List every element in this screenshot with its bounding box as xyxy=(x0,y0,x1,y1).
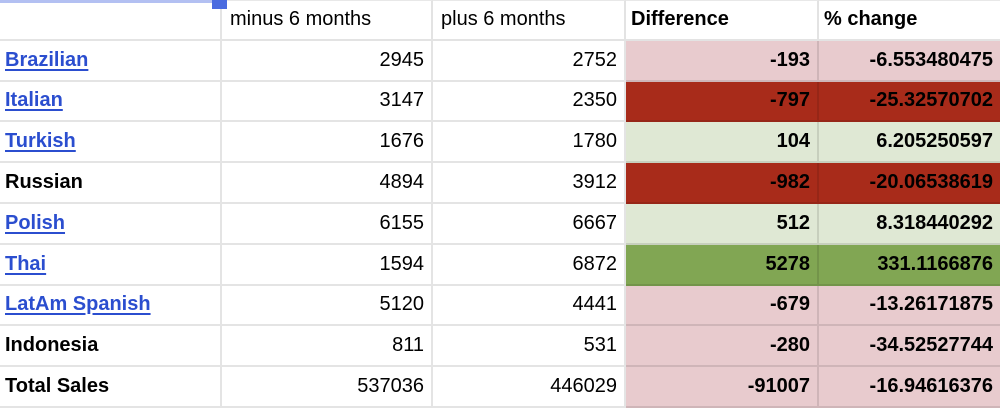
row-label-link[interactable]: Polish xyxy=(5,211,66,234)
col-header-minus-6-months[interactable]: minus 6 months xyxy=(222,0,433,41)
row-label-text: Russian xyxy=(5,171,83,194)
plus6-cell[interactable]: 3912 xyxy=(433,163,626,204)
difference-cell[interactable]: -280 xyxy=(626,326,819,368)
row-label-text: Total Sales xyxy=(5,375,110,398)
pct-change-cell[interactable]: -20.06538619 xyxy=(819,163,1000,204)
pct-change-cell[interactable]: 8.318440292 xyxy=(819,203,1000,245)
table-row: Indonesia 811 531 -280 -34.52527744 xyxy=(0,326,1000,368)
plus6-cell[interactable]: 4441 xyxy=(433,285,626,327)
table-row: LatAm Spanish 5120 4441 -679 -13.2617187… xyxy=(0,285,1000,327)
pct-change-cell[interactable]: 331.1166876 xyxy=(819,244,1000,286)
difference-cell[interactable]: -679 xyxy=(626,285,819,327)
minus6-cell[interactable]: 6155 xyxy=(222,203,433,245)
plus6-cell[interactable]: 6667 xyxy=(433,203,626,245)
col-header-difference[interactable]: Difference xyxy=(626,0,819,41)
row-label-cell[interactable]: Indonesia xyxy=(0,326,222,368)
minus6-cell[interactable]: 5120 xyxy=(222,285,433,327)
row-label-link[interactable]: Thai xyxy=(5,252,47,275)
row-label-cell[interactable]: LatAm Spanish xyxy=(0,285,222,327)
pct-change-cell[interactable]: 6.205250597 xyxy=(819,122,1000,164)
table-row: Turkish 1676 1780 104 6.205250597 xyxy=(0,122,1000,164)
plus6-cell[interactable]: 531 xyxy=(433,326,626,368)
plus6-cell[interactable]: 2752 xyxy=(433,40,626,82)
table-row: Italian 3147 2350 -797 -25.32570702 xyxy=(0,81,1000,123)
row-label-text: Indonesia xyxy=(5,334,99,357)
minus6-cell[interactable]: 811 xyxy=(222,326,433,368)
difference-cell[interactable]: -797 xyxy=(626,81,819,123)
row-label-link[interactable]: Italian xyxy=(5,89,63,112)
pct-change-cell[interactable]: -6.553480475 xyxy=(819,40,1000,82)
plus6-cell[interactable]: 446029 xyxy=(433,367,626,408)
table-row: Russian 4894 3912 -982 -20.06538619 xyxy=(0,163,1000,204)
minus6-cell[interactable]: 4894 xyxy=(222,163,433,204)
difference-cell[interactable]: 5278 xyxy=(626,244,819,286)
row-label-link[interactable]: Turkish xyxy=(5,130,76,153)
row-label-link[interactable]: Brazilian xyxy=(5,48,89,71)
minus6-cell[interactable]: 2945 xyxy=(222,40,433,82)
corner-header-cell[interactable] xyxy=(0,0,222,41)
difference-cell[interactable]: 104 xyxy=(626,122,819,164)
row-label-cell[interactable]: Italian xyxy=(0,81,222,123)
row-label-cell[interactable]: Total Sales xyxy=(0,367,222,408)
header-row: minus 6 months plus 6 months Difference … xyxy=(0,0,1000,41)
pct-change-cell[interactable]: -13.26171875 xyxy=(819,285,1000,327)
row-label-cell[interactable]: Brazilian xyxy=(0,40,222,82)
row-label-cell[interactable]: Thai xyxy=(0,244,222,286)
pct-change-cell[interactable]: -16.94616376 xyxy=(819,367,1000,408)
table-row: Brazilian 2945 2752 -193 -6.553480475 xyxy=(0,40,1000,82)
plus6-cell[interactable]: 2350 xyxy=(433,81,626,123)
plus6-cell[interactable]: 6872 xyxy=(433,244,626,286)
row-label-cell[interactable]: Russian xyxy=(0,163,222,204)
pct-change-cell[interactable]: -34.52527744 xyxy=(819,326,1000,368)
difference-cell[interactable]: -193 xyxy=(626,40,819,82)
row-label-cell[interactable]: Turkish xyxy=(0,122,222,164)
table-row: Thai 1594 6872 5278 331.1166876 xyxy=(0,244,1000,286)
table-row: Total Sales 537036 446029 -91007 -16.946… xyxy=(0,367,1000,408)
row-label-link[interactable]: LatAm Spanish xyxy=(5,293,151,316)
col-header-pct-change[interactable]: % change xyxy=(819,0,1000,41)
col-header-plus-6-months[interactable]: plus 6 months xyxy=(433,0,626,41)
table-row: Polish 6155 6667 512 8.318440292 xyxy=(0,203,1000,245)
minus6-cell[interactable]: 3147 xyxy=(222,81,433,123)
difference-cell[interactable]: -982 xyxy=(626,163,819,204)
difference-cell[interactable]: -91007 xyxy=(626,367,819,408)
minus6-cell[interactable]: 537036 xyxy=(222,367,433,408)
selection-fill-handle[interactable] xyxy=(212,0,227,9)
minus6-cell[interactable]: 1594 xyxy=(222,244,433,286)
row-label-cell[interactable]: Polish xyxy=(0,203,222,245)
plus6-cell[interactable]: 1780 xyxy=(433,122,626,164)
pct-change-cell[interactable]: -25.32570702 xyxy=(819,81,1000,123)
minus6-cell[interactable]: 1676 xyxy=(222,122,433,164)
difference-cell[interactable]: 512 xyxy=(626,203,819,245)
